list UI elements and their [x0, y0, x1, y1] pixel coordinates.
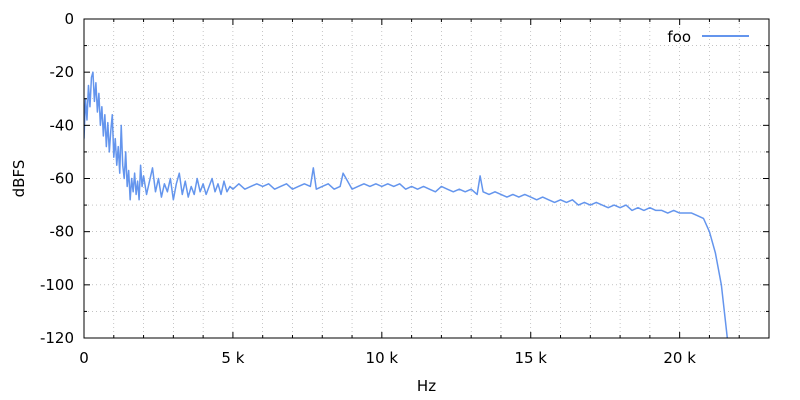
y-tick-label: 0: [64, 10, 74, 28]
tick-labels: 0 5 k 10 k 15 k 20 k 0 -20 -40 -60 -80 -100 -120: [40, 10, 696, 367]
y-tick-label: -100: [40, 276, 74, 294]
y-tick-label: -60: [50, 170, 75, 188]
legend-label-foo: foo: [667, 28, 691, 46]
grid: [84, 19, 769, 338]
x-axis-label: Hz: [417, 377, 436, 395]
y-tick-label: -40: [50, 116, 75, 134]
x-tick-label: 10 k: [366, 349, 399, 367]
x-tick-label: 5 k: [221, 349, 244, 367]
y-axis-label: dBFS: [10, 160, 28, 198]
y-tick-label: -120: [40, 329, 74, 347]
y-tick-label: -20: [50, 63, 75, 81]
x-tick-label: 15 k: [514, 349, 547, 367]
x-tick-label: 0: [79, 349, 89, 367]
series-layer: [84, 71, 729, 338]
legend: foo: [667, 28, 749, 46]
ticks: [84, 19, 769, 338]
plot-border: [83, 18, 770, 339]
x-tick-label: 20 k: [663, 349, 696, 367]
series-line-foo: [84, 71, 729, 338]
y-tick-label: -80: [50, 223, 75, 241]
